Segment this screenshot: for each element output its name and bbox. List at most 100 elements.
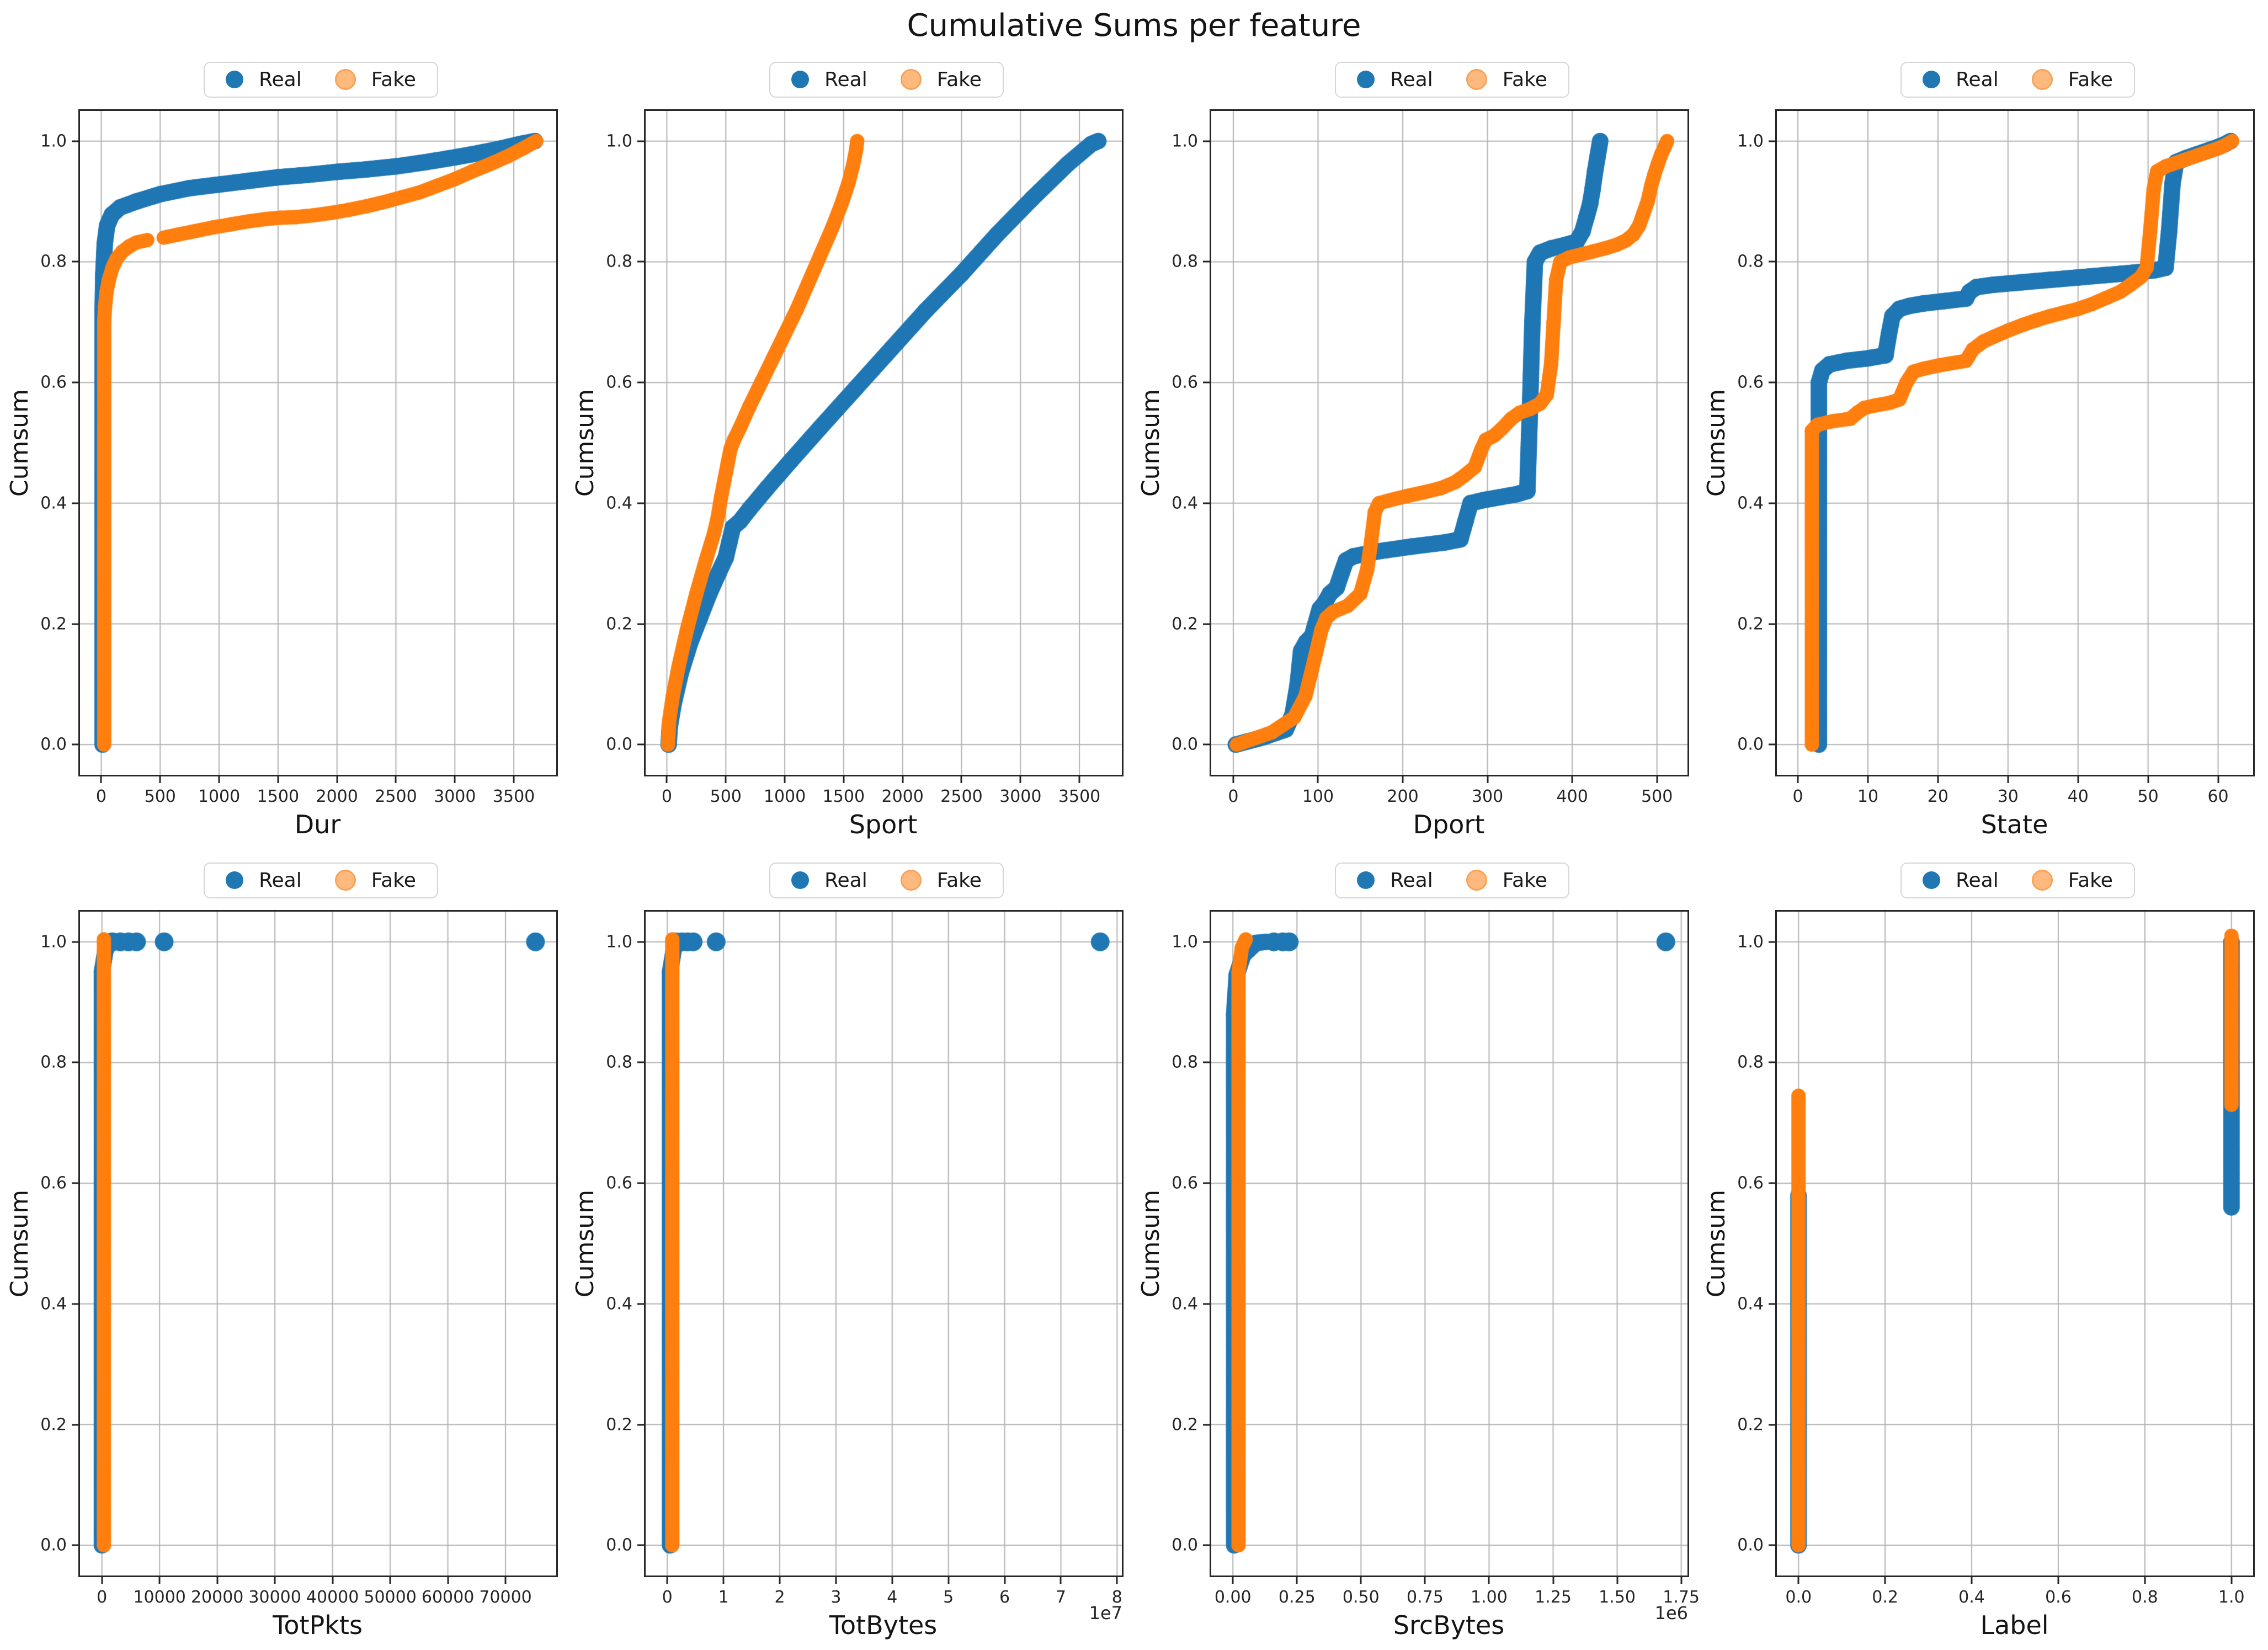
y-tick-mark (637, 1544, 646, 1546)
x-tick-label: 300 (1471, 787, 1504, 806)
chart-canvas (646, 111, 1122, 775)
y-tick-mark (72, 381, 80, 384)
x-tick-mark (1402, 775, 1404, 783)
y-tick-mark (1769, 1303, 1777, 1305)
y-tick-label: 1.0 (606, 131, 632, 151)
y-tick-label: 0.8 (606, 1052, 632, 1072)
x-tick-mark (784, 775, 786, 783)
x-tick-label: 2500 (375, 787, 417, 806)
x-tick-label: 0.6 (2045, 1588, 2072, 1607)
y-tick-mark (637, 743, 646, 746)
legend-fake-label: Fake (936, 68, 982, 91)
x-tick-label: 2000 (316, 787, 358, 806)
legend: Real Fake (769, 862, 1004, 898)
x-axis-label: Dport (1413, 810, 1485, 839)
y-axis-label: Cumsum (571, 388, 599, 497)
real-marker-icon (1923, 871, 1941, 889)
plot-area: 0 10 20 30 40 50 60 0.0 0.2 0.4 0.6 0.8 1.0 (1737, 109, 2255, 806)
x-tick-label: 1.75 (1663, 1588, 1700, 1607)
y-tick-label: 0.8 (1172, 1052, 1198, 1072)
y-tick-mark (1769, 743, 1777, 746)
x-tick-mark (513, 775, 515, 783)
legend: Real Fake (204, 61, 438, 98)
y-tick-label: 0.8 (606, 252, 632, 272)
y-tick-label: 0.0 (1737, 734, 1764, 754)
x-tick-label: 0 (662, 1588, 673, 1607)
x-tick-label: 3500 (492, 787, 535, 806)
x-axis-label: Label (1980, 1610, 2049, 1640)
y-tick-label: 0.0 (40, 734, 67, 754)
x-tick-mark (1360, 1576, 1362, 1584)
x-tick-mark (666, 775, 668, 783)
y-tick-label: 0.4 (1172, 493, 1198, 513)
y-tick-label: 1.0 (1737, 131, 1764, 151)
x-tick-mark (666, 1576, 668, 1584)
x-tick-mark (1867, 775, 1869, 783)
x-tick-mark (447, 1576, 449, 1584)
x-tick-label: 2 (774, 1588, 785, 1607)
legend-item-fake: Fake (900, 68, 982, 91)
legend-real-label: Real (824, 869, 867, 892)
x-tick-label: 1 (718, 1588, 729, 1607)
x-tick-label: 10 (1857, 787, 1879, 806)
legend-fake-label: Fake (371, 68, 416, 91)
real-marker-icon (1923, 71, 1941, 88)
y-tick-label: 0.2 (1172, 614, 1198, 634)
subplot-label: Real Fake Cumsum 0.0 0.2 0.4 0.6 0.8 1.0 0.0 0.… (1702, 856, 2261, 1644)
y-tick-label: 0.2 (1737, 1415, 1764, 1435)
real-marker-icon (1357, 871, 1375, 889)
y-axis-label: Cumsum (1136, 1189, 1165, 1298)
x-tick-label: 0.0 (1785, 1588, 1812, 1607)
y-tick-mark (1203, 1424, 1211, 1426)
x-tick-mark (1296, 1576, 1298, 1584)
legend-fake-label: Fake (936, 869, 982, 892)
x-tick-label: 20000 (190, 1588, 244, 1607)
y-tick-label: 0.2 (606, 1415, 632, 1435)
y-tick-mark (1769, 381, 1777, 384)
x-tick-label: 40 (2067, 787, 2089, 806)
subplot-state: Real Fake Cumsum 0 10 20 30 40 50 60 0.0 0.2 0.4 0… (1702, 55, 2261, 844)
subplot-sport: Real Fake Cumsum 0 500 1000 1500 2000 2500 300… (571, 55, 1130, 844)
axis-offset-label: 1e7 (1089, 1603, 1122, 1624)
x-tick-mark (1797, 775, 1799, 783)
legend-item-fake: Fake (2031, 869, 2113, 892)
fake-marker-icon (1466, 69, 1487, 90)
real-marker-icon (1357, 71, 1375, 88)
y-tick-label: 1.0 (40, 131, 67, 151)
y-tick-mark (637, 1061, 646, 1063)
y-tick-label: 1.0 (1737, 932, 1764, 952)
x-tick-mark (274, 1576, 276, 1584)
x-tick-mark (101, 1576, 103, 1584)
x-tick-mark (159, 775, 161, 783)
y-tick-label: 0.0 (606, 734, 632, 754)
y-axis-label: Cumsum (571, 1189, 599, 1298)
x-tick-label: 60000 (421, 1588, 475, 1607)
legend-real-label: Real (259, 869, 302, 892)
x-tick-mark (779, 1576, 781, 1584)
legend-item-real: Real (1923, 68, 1999, 91)
y-tick-mark (637, 1182, 646, 1184)
subplot-srcbytes: Real Fake Cumsum 0.00 0.25 0.50 0.75 1.00 1.2… (1136, 856, 1700, 1644)
y-tick-label: 1.0 (1172, 932, 1198, 952)
x-tick-label: 70000 (479, 1588, 532, 1607)
x-tick-label: 1000 (763, 787, 806, 806)
x-tick-mark (454, 775, 456, 783)
legend-real-label: Real (1390, 869, 1433, 892)
x-tick-label: 0.75 (1406, 1588, 1444, 1607)
x-tick-mark (2230, 1576, 2233, 1584)
x-tick-label: 0.50 (1342, 1588, 1380, 1607)
y-tick-label: 0.4 (606, 1294, 632, 1314)
x-tick-label: 2000 (881, 787, 924, 806)
y-tick-label: 0.4 (1737, 1294, 1764, 1314)
y-tick-mark (637, 623, 646, 625)
y-tick-label: 0.4 (40, 493, 67, 513)
subplot-totpkts: Real Fake Cumsum 0 10000 20000 30000 40000 50… (6, 856, 565, 1644)
y-tick-mark (72, 1303, 80, 1305)
y-tick-label: 0.6 (1172, 372, 1198, 392)
plot-area: 0 1 2 3 4 5 6 7 8 0.0 0.2 0.4 0.6 0.8 1.0 (606, 910, 1124, 1607)
x-tick-label: 40000 (306, 1588, 359, 1607)
y-tick-mark (1203, 1061, 1211, 1063)
x-tick-mark (835, 1576, 837, 1584)
y-tick-mark (72, 1061, 80, 1063)
legend: Real Fake (1335, 862, 1569, 898)
